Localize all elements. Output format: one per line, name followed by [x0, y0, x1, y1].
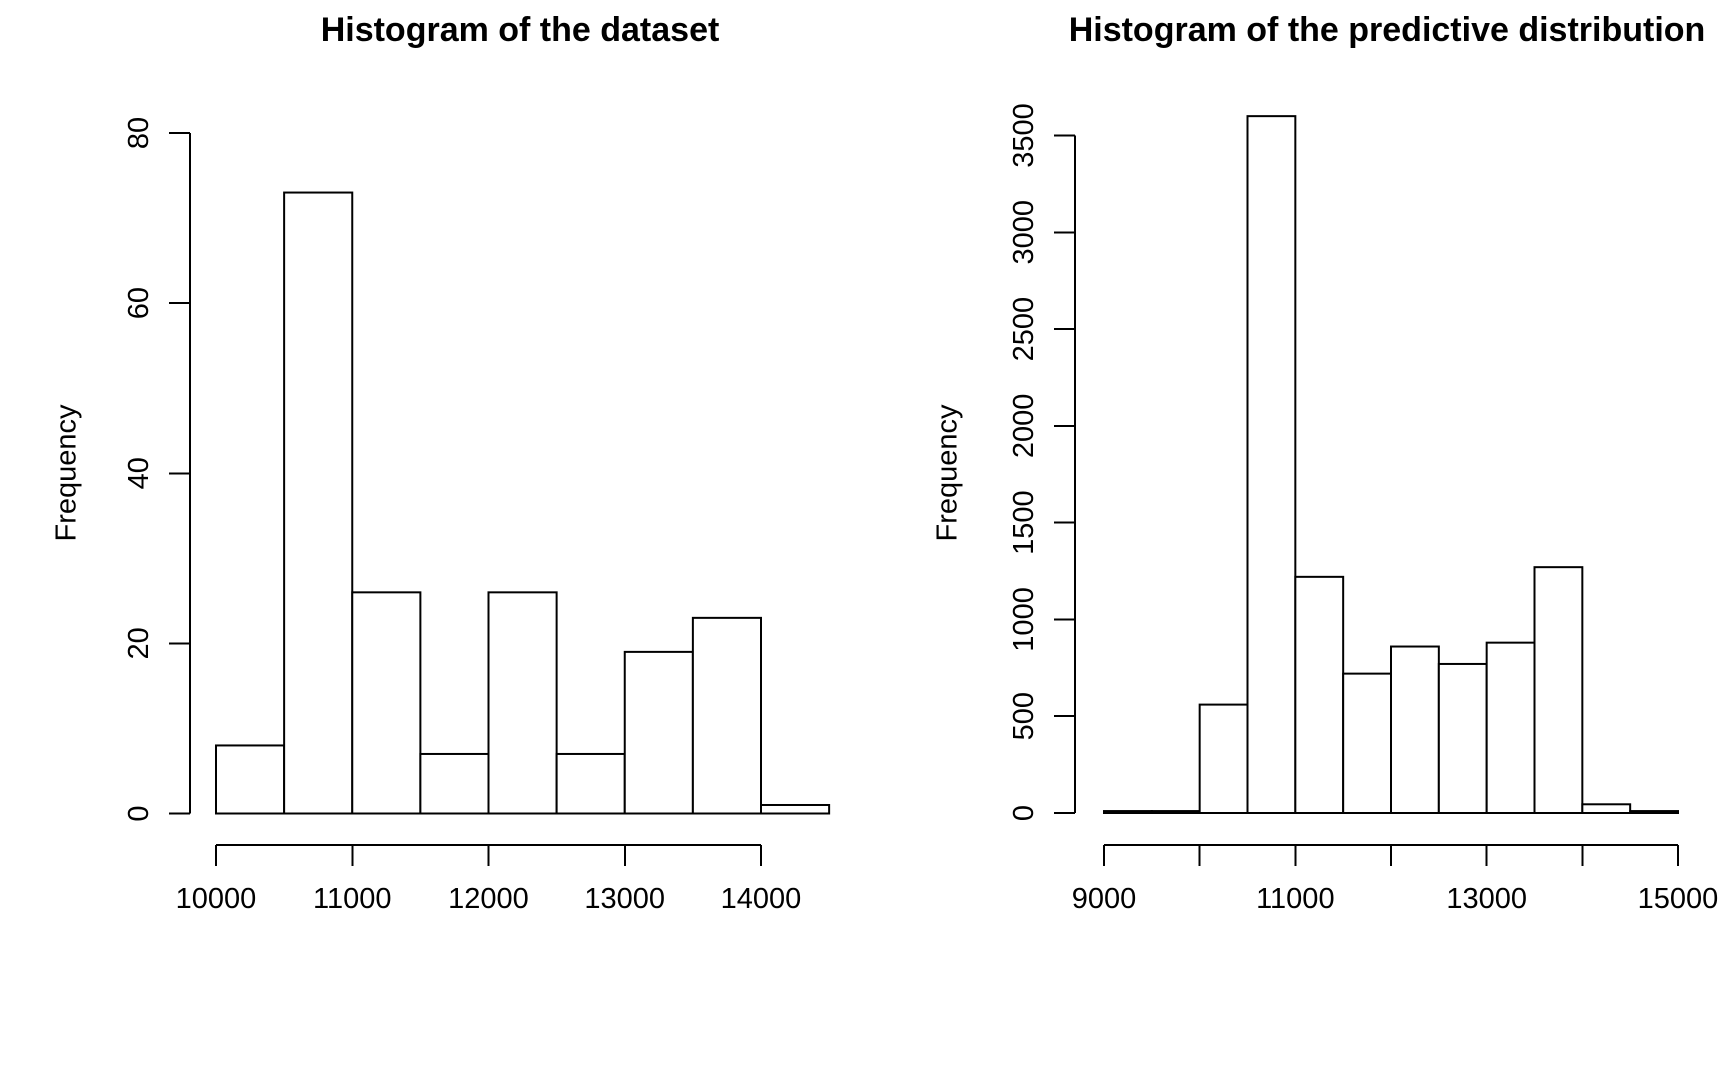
- predictive-chart-title: Histogram of the predictive distribution: [1068, 11, 1706, 49]
- dataset-plot-area: 0 20 40 60 80 10000 11000 12000 13000 14000: [123, 117, 831, 915]
- histogram-bar: [1198, 703, 1249, 814]
- y-tick-label: 0: [1008, 805, 1040, 821]
- y-tick-label: 1500: [1008, 490, 1040, 555]
- y-tick-label: 0: [123, 805, 155, 821]
- y-tick-label: 1000: [1008, 587, 1040, 652]
- y-tick-label: 20: [123, 627, 155, 659]
- y-tick-label: 80: [123, 117, 155, 149]
- y-tick-label: 3000: [1008, 200, 1040, 265]
- histogram-bar: [419, 752, 490, 815]
- dataset-histogram-panel: Histogram of the dataset Frequency 0 20 40…: [51, 11, 831, 915]
- x-tick-label: 10000: [176, 883, 257, 915]
- x-tick-label: 9000: [1072, 883, 1137, 915]
- histogram-bar: [1150, 810, 1201, 814]
- histogram-bar: [1485, 641, 1536, 815]
- y-tick-label: 2500: [1008, 297, 1040, 362]
- x-tick-label: 11000: [1256, 883, 1335, 915]
- x-tick-label: 13000: [1446, 883, 1527, 915]
- histogram-bar: [487, 591, 558, 815]
- y-tick-label: 40: [123, 457, 155, 489]
- histogram-bar: [1294, 575, 1345, 814]
- histogram-bar: [1437, 662, 1488, 815]
- histogram-bar: [691, 616, 762, 815]
- x-tick-label: 11000: [313, 883, 392, 915]
- histogram-bar: [1581, 803, 1632, 815]
- histogram-bar: [215, 744, 286, 815]
- x-tick-label: 15000: [1638, 883, 1719, 915]
- y-tick-label: 2000: [1008, 394, 1040, 459]
- histogram-bar: [283, 191, 354, 815]
- y-tick-label: 60: [123, 287, 155, 319]
- y-tick-label: 500: [1008, 692, 1040, 740]
- histogram-bar: [623, 650, 694, 815]
- histogram-bar: [1246, 115, 1297, 814]
- histogram-bar: [1533, 566, 1584, 815]
- histogram-bar: [760, 803, 831, 815]
- histogram-bar: [1103, 810, 1153, 814]
- predictive-plot-area: 0 500 1000 1500 2000 2500 3000 3500 9000 11000 130…: [1008, 103, 1719, 915]
- histogram-bar: [555, 752, 626, 815]
- x-tick-label: 14000: [721, 883, 802, 915]
- predictive-histogram-panel: Histogram of the predictive distribution…: [863, 0, 1726, 1068]
- dataset-chart-title: Histogram of the dataset: [320, 11, 720, 49]
- x-tick-label: 12000: [448, 883, 529, 915]
- histogram-bar: [1629, 810, 1680, 814]
- y-tick-label: 3500: [1008, 103, 1040, 168]
- histogram-bar: [351, 591, 422, 815]
- x-tick-label: 13000: [584, 883, 665, 915]
- histogram-bar: [1342, 672, 1392, 815]
- histogram-bar: [1390, 645, 1440, 814]
